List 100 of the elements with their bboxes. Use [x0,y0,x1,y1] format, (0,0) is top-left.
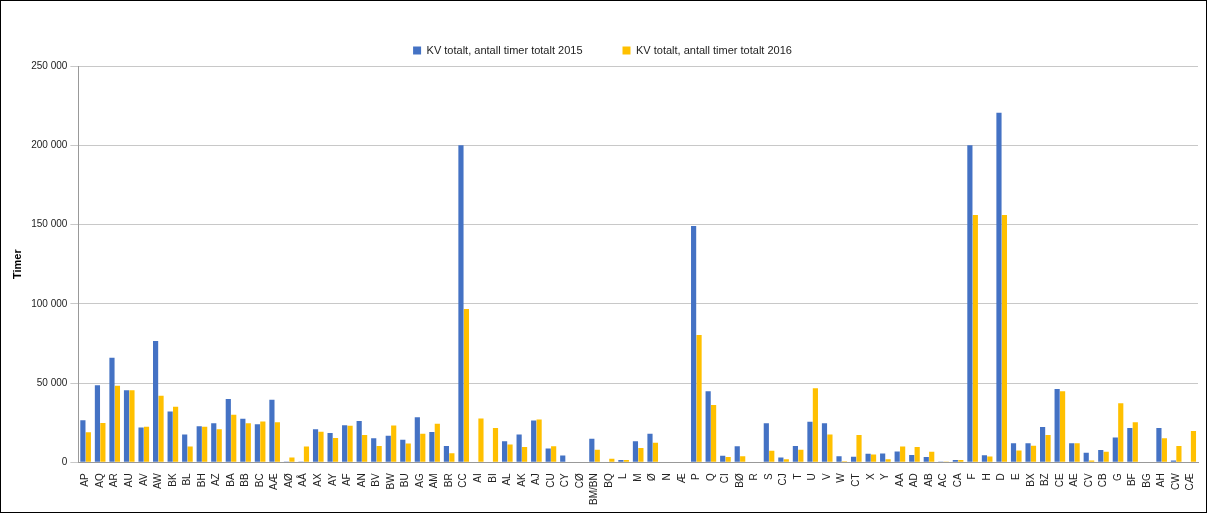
bar [216,429,222,462]
bar [400,439,406,462]
y-tick-label: 50 000 [36,376,68,388]
bar [260,421,266,462]
bar [356,421,362,462]
bar [1060,391,1066,462]
x-tick-label: CW [1169,472,1181,490]
x-tick-label: CJ [777,473,789,486]
bar [981,455,988,462]
bar [492,427,499,462]
bar [638,448,644,462]
bar [632,441,639,462]
bar [536,419,542,462]
x-tick-label: R [748,473,760,481]
x-tick-label: BØ [733,473,745,488]
bar [434,423,440,462]
x-tick-label: CA [951,473,963,488]
bar [143,426,150,462]
bar [94,385,101,462]
x-tick-label: X [864,473,876,480]
bar [138,427,144,462]
bar [318,431,324,462]
bar [371,438,377,462]
bar [420,433,426,462]
x-tick-label: BC [253,473,265,488]
x-tick-label: AR [108,473,120,488]
x-tick-label: D [995,473,1007,481]
bar [798,449,804,462]
x-tick-label: AÅ [296,473,309,487]
x-tick-label: H [980,473,992,481]
bar [153,341,159,462]
x-tick-label: AU [122,473,134,488]
x-tick-label: V [820,473,832,480]
x-tick-label: AJ [530,473,542,485]
x-tick-label: N [661,473,673,481]
x-tick-label: Y [879,473,891,480]
bar [274,422,280,462]
bar [1030,445,1037,462]
x-tick-label: CY [559,473,571,488]
bar [385,435,391,462]
bar [880,453,886,462]
x-tick-label: S [762,473,774,480]
x-tick-label: U [806,473,818,481]
bar [1040,426,1046,462]
bar [167,411,173,462]
x-tick-label: BH [195,473,207,488]
x-tick-label: CB [1097,473,1109,488]
bar [289,457,295,462]
x-tick-label: AE [1068,473,1080,487]
bar [158,395,164,462]
bar [1083,452,1089,462]
x-tick-label: AN [355,473,367,488]
x-tick-label: AF [341,473,353,487]
bar [720,455,726,462]
bar [894,451,900,462]
x-tick-label: BA [224,473,236,487]
bar [967,145,973,462]
bar [182,434,188,462]
x-tick-label: G [1111,473,1123,482]
x-tick-label: BR [442,473,454,488]
bar [405,443,411,462]
bar [987,456,993,462]
bar [769,450,775,462]
x-tick-label: E [1009,473,1021,480]
y-tick-label: 150 000 [31,218,68,230]
bar [114,385,121,462]
y-tick-label: 250 000 [31,59,68,71]
legend-label: KV totalt, antall timer totalt 2016 [636,43,792,56]
bar [783,459,789,462]
bar [836,456,842,462]
x-tick-label: AG [413,473,425,488]
bar [187,446,193,462]
bar [705,391,711,462]
bar [865,453,871,462]
bar [1112,437,1118,462]
x-tick-label: CÆ [1184,473,1196,491]
x-tick-label: BK [166,473,178,487]
bar [1103,451,1109,462]
x-tick-label: L [617,472,629,479]
bar [1054,389,1060,462]
bar [725,456,731,462]
bar [734,446,740,462]
bar [740,456,746,462]
x-tick-label: T [791,473,803,480]
x-tick-label: AA [893,473,905,487]
bar [1025,443,1031,462]
bar [173,406,179,462]
y-axis-title: Timer [10,248,23,280]
bar [1098,450,1104,462]
bar [391,425,397,462]
x-tick-label: AH [1155,473,1167,488]
bar [696,335,702,462]
bar [763,423,769,462]
bar [929,451,935,462]
bar [1010,443,1017,462]
bar [792,446,798,462]
x-tick-label: CI [719,473,731,484]
x-tick-label: AK [515,473,527,487]
bar [362,435,368,462]
bar [240,418,246,462]
